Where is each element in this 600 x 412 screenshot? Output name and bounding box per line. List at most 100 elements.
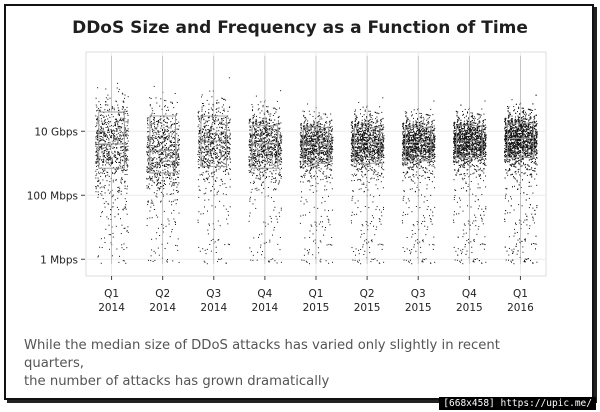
data-point	[125, 134, 127, 136]
data-point	[207, 210, 208, 212]
data-point	[317, 133, 319, 135]
data-point	[305, 130, 307, 132]
data-point	[380, 150, 382, 152]
data-point	[276, 134, 277, 136]
data-point	[227, 153, 229, 154]
data-point	[250, 149, 252, 151]
data-point	[374, 137, 376, 139]
data-point	[169, 157, 171, 159]
data-point	[254, 129, 256, 131]
data-point	[331, 237, 333, 238]
data-point	[164, 133, 166, 135]
data-point	[205, 148, 207, 150]
data-point	[281, 167, 282, 169]
data-point	[267, 110, 269, 112]
data-point	[119, 155, 121, 157]
data-point	[301, 146, 302, 148]
data-point	[369, 194, 371, 196]
data-point	[170, 145, 172, 147]
data-point	[168, 150, 170, 152]
data-point	[328, 164, 330, 165]
data-point	[170, 121, 172, 123]
data-point	[259, 161, 261, 163]
data-point	[108, 163, 110, 165]
data-point	[206, 161, 208, 162]
data-point	[108, 139, 110, 141]
data-point	[278, 153, 280, 154]
data-point	[202, 103, 204, 104]
data-point	[307, 253, 309, 255]
data-point	[118, 153, 120, 155]
data-point	[317, 132, 319, 134]
data-point	[127, 156, 128, 158]
data-point	[276, 129, 278, 131]
data-point	[257, 148, 259, 150]
data-point	[199, 189, 201, 191]
data-point	[362, 106, 364, 108]
data-point	[167, 126, 169, 128]
data-point	[302, 181, 304, 183]
data-point	[379, 149, 381, 151]
data-point	[272, 107, 274, 109]
data-point	[225, 262, 227, 264]
data-point	[380, 146, 381, 148]
data-point	[320, 147, 321, 149]
data-point	[309, 230, 311, 232]
data-point	[162, 132, 164, 134]
data-point	[96, 146, 98, 148]
data-point	[271, 155, 273, 157]
data-point	[362, 244, 364, 246]
data-point	[108, 155, 110, 157]
data-point	[155, 214, 157, 216]
data-point	[206, 248, 208, 250]
data-point	[329, 154, 331, 156]
data-point	[104, 185, 106, 186]
data-point	[108, 153, 110, 155]
data-point	[107, 109, 108, 111]
data-point	[201, 162, 203, 164]
data-point	[151, 249, 153, 251]
data-point	[126, 125, 128, 127]
data-point	[310, 137, 312, 139]
data-point	[208, 148, 210, 150]
data-point	[157, 187, 159, 189]
data-point	[262, 119, 264, 121]
data-point	[105, 149, 107, 151]
data-point	[174, 224, 176, 225]
data-point	[318, 129, 320, 131]
data-point	[328, 149, 330, 151]
data-point	[147, 154, 148, 156]
data-point	[107, 218, 109, 220]
data-point	[161, 153, 163, 155]
data-point	[273, 139, 275, 141]
data-point	[253, 149, 254, 151]
data-point	[265, 225, 267, 227]
data-point	[321, 202, 323, 204]
data-point	[256, 143, 258, 144]
data-point	[254, 145, 256, 147]
data-point	[320, 168, 322, 170]
data-point	[155, 195, 157, 197]
data-point	[149, 188, 151, 190]
data-point	[108, 175, 110, 177]
data-point	[124, 142, 126, 144]
data-point	[324, 138, 326, 140]
data-point	[264, 178, 266, 179]
data-point	[266, 134, 268, 136]
data-point	[327, 159, 329, 161]
data-point	[252, 155, 254, 157]
data-point	[221, 133, 223, 135]
data-point	[266, 129, 268, 131]
data-point	[126, 110, 128, 112]
data-point	[269, 118, 271, 120]
data-point	[264, 222, 266, 224]
data-point	[221, 139, 223, 141]
data-point	[206, 99, 208, 101]
data-point	[177, 140, 179, 142]
data-point	[264, 144, 266, 146]
data-point	[216, 99, 218, 101]
data-point	[119, 161, 121, 163]
data-point	[203, 135, 204, 137]
data-point	[203, 133, 205, 135]
data-point	[258, 121, 260, 123]
